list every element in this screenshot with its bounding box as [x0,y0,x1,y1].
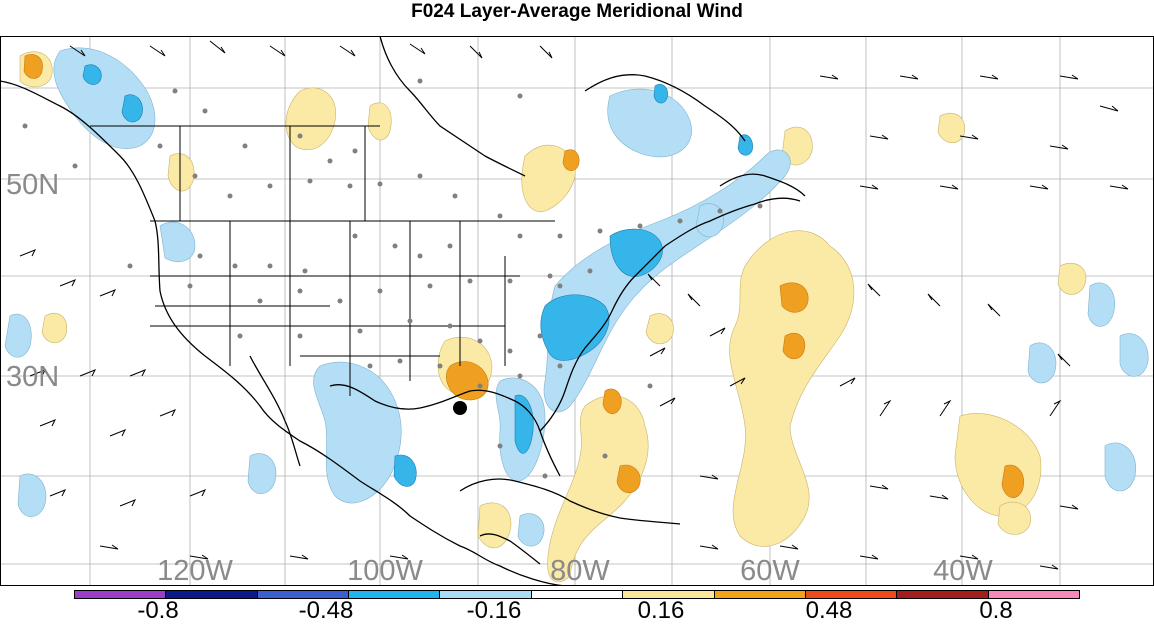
colorbar-label: -0.48 [298,597,354,624]
colorbar [74,590,1080,599]
colorbar-segment-1 [166,591,258,598]
wind-barbs [19,40,1129,570]
lon-label-40w: 40W [933,555,993,587]
colorbar-label: 0.16 [637,597,685,624]
positive-wind-fill [19,51,1087,583]
lon-label-100w: 100W [347,555,423,587]
map-title: F024 Layer-Average Meridional Wind [411,1,743,22]
coastlines [0,36,806,586]
colorbar-segment-3 [349,591,441,598]
lon-label-120w: 120W [157,555,233,587]
colorbar-segment-8 [805,591,898,598]
lat-label-50n: 50N [6,169,60,201]
colorbar-segment-4 [440,591,532,598]
lon-label-60w: 60W [740,555,800,587]
colorbar-label: -0.8 [137,597,179,624]
lon-label-80w: 80W [550,555,610,587]
colorbar-label: 0.8 [979,597,1013,624]
lat-label-30n: 30N [6,361,60,393]
colorbar-label: -0.16 [466,597,522,624]
negative-wind-fill [4,47,1149,547]
colorbar-label: 0.48 [805,597,853,624]
wind-map [0,36,1154,586]
location-marker [453,401,467,415]
observation-dots [22,78,763,479]
colorbar-segment-10 [988,591,1079,598]
colorbar-segment-7 [714,591,806,598]
colorbar-segment-9 [897,591,989,598]
colorbar-segment-5 [531,591,624,598]
colorbar-segment-0 [75,591,167,598]
colorbar-segment-6 [623,591,715,598]
strong-negative-fill [82,64,753,487]
colorbar-segment-2 [257,591,350,598]
